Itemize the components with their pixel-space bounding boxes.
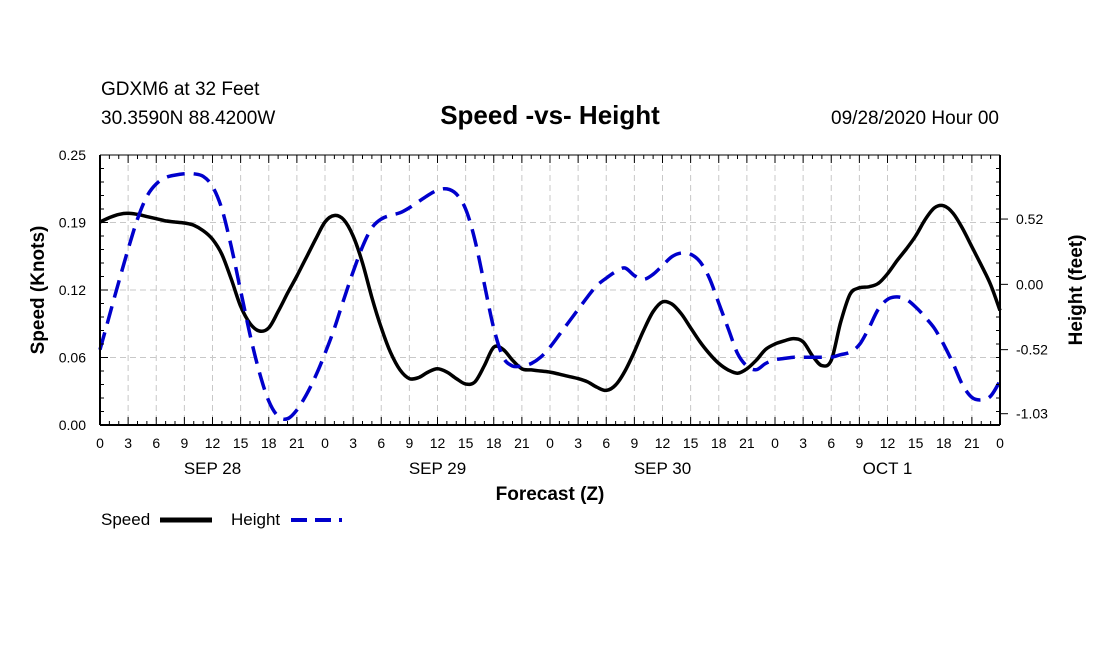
x-tick-label: 6 bbox=[152, 435, 160, 451]
y-right-tick-label: -0.52 bbox=[1016, 342, 1048, 358]
grid-lines bbox=[100, 155, 1000, 425]
x-tick-label: 6 bbox=[377, 435, 385, 451]
axes-layer bbox=[99, 154, 1008, 426]
y-left-tick-label: 0.12 bbox=[59, 282, 86, 298]
x-tick-label: 18 bbox=[711, 435, 727, 451]
x-tick-label: 18 bbox=[261, 435, 277, 451]
y-right-tick-label: 0.00 bbox=[1016, 276, 1043, 292]
y-left-tick-label: 0.06 bbox=[59, 350, 86, 366]
x-tick-label: 9 bbox=[405, 435, 413, 451]
x-tick-label: 12 bbox=[430, 435, 446, 451]
x-tick-label: 0 bbox=[771, 435, 779, 451]
legend-height-label: Height bbox=[231, 510, 280, 529]
day-label: SEP 28 bbox=[184, 459, 241, 478]
x-tick-label: 3 bbox=[574, 435, 582, 451]
x-tick-label: 21 bbox=[739, 435, 755, 451]
chart-title: Speed -vs- Height bbox=[440, 100, 660, 130]
y-right-tick-label: -1.03 bbox=[1016, 406, 1048, 422]
x-tick-label: 9 bbox=[630, 435, 638, 451]
y-axis-right-label: Height (feet) bbox=[1066, 235, 1087, 346]
x-tick-label: 21 bbox=[289, 435, 305, 451]
legend-speed-label: Speed bbox=[101, 510, 150, 529]
day-label: OCT 1 bbox=[863, 459, 913, 478]
x-tick-label: 3 bbox=[124, 435, 132, 451]
x-tick-label: 15 bbox=[458, 435, 474, 451]
x-tick-label: 12 bbox=[880, 435, 896, 451]
x-tick-label: 3 bbox=[799, 435, 807, 451]
x-axis-label: Forecast (Z) bbox=[496, 484, 605, 505]
run-time-label: 09/28/2020 Hour 00 bbox=[831, 108, 999, 129]
x-tick-label: 0 bbox=[321, 435, 329, 451]
y-left-tick-label: 0.00 bbox=[59, 417, 86, 433]
x-tick-label: 9 bbox=[180, 435, 188, 451]
x-tick-label: 18 bbox=[936, 435, 952, 451]
day-label: SEP 29 bbox=[409, 459, 466, 478]
x-tick-label: 6 bbox=[602, 435, 610, 451]
x-tick-label: 15 bbox=[233, 435, 249, 451]
x-tick-label: 0 bbox=[546, 435, 554, 451]
x-tick-label: 12 bbox=[655, 435, 671, 451]
y-right-tick-label: 0.52 bbox=[1016, 211, 1043, 227]
tick-labels: 0 3 6 9 12 15 18 21 0 3 6 9 12 15 18 21 0 3 6 9 12 15 18 21 0 3 6 9… bbox=[59, 147, 1048, 478]
station-label: GDXM6 at 32 Feet bbox=[101, 79, 260, 100]
series-line-height bbox=[98, 171, 1002, 421]
x-tick-label: 18 bbox=[486, 435, 502, 451]
x-tick-label: 15 bbox=[683, 435, 699, 451]
location-label: 30.3590N 88.4200W bbox=[101, 108, 275, 129]
legend: Speed Height bbox=[101, 510, 342, 529]
series-line-speed bbox=[99, 203, 1002, 393]
day-label: SEP 30 bbox=[634, 459, 691, 478]
series-layer bbox=[98, 171, 1002, 421]
x-tick-label: 0 bbox=[996, 435, 1004, 451]
x-tick-label: 15 bbox=[908, 435, 924, 451]
x-tick-label: 6 bbox=[827, 435, 835, 451]
y-left-tick-label: 0.19 bbox=[59, 215, 86, 231]
x-tick-label: 21 bbox=[964, 435, 980, 451]
x-tick-label: 12 bbox=[205, 435, 221, 451]
x-tick-label: 3 bbox=[349, 435, 357, 451]
x-tick-label: 9 bbox=[855, 435, 863, 451]
x-tick-label: 21 bbox=[514, 435, 530, 451]
y-axis-left-label: Speed (Knots) bbox=[28, 226, 49, 355]
x-tick-label: 0 bbox=[96, 435, 104, 451]
y-left-tick-label: 0.25 bbox=[59, 147, 86, 163]
